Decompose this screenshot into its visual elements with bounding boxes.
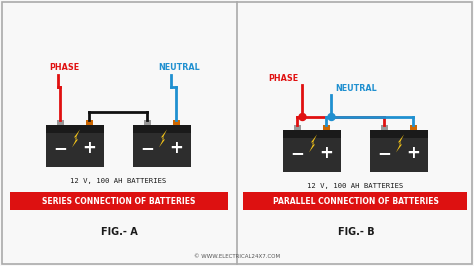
Bar [133,125,191,167]
Bar [86,120,93,125]
Bar [57,120,64,125]
Text: −: − [291,144,304,162]
Text: PHASE: PHASE [268,74,299,83]
Text: © WWW.ELECTRICAL24X7.COM: © WWW.ELECTRICAL24X7.COM [194,255,280,260]
Text: NEUTRAL: NEUTRAL [158,63,200,72]
Bar [370,130,428,172]
Text: +: + [82,139,96,157]
Bar [283,130,341,172]
Circle shape [328,114,335,120]
Text: NEUTRAL: NEUTRAL [336,84,377,93]
Bar [381,125,388,130]
Text: +: + [170,139,183,157]
Bar [370,130,428,138]
Bar [283,130,341,138]
Text: +: + [319,144,333,162]
Text: SERIES CONNECTION OF BATTERIES: SERIES CONNECTION OF BATTERIES [42,197,196,206]
Text: FIG.- B: FIG.- B [337,227,374,237]
Text: PHASE: PHASE [49,63,79,72]
Text: 12 V, 100 AH BATTERIES: 12 V, 100 AH BATTERIES [70,178,166,184]
Bar [173,120,180,125]
Polygon shape [396,134,404,152]
Bar [323,125,330,130]
Bar [410,125,417,130]
Text: −: − [141,139,155,157]
Bar [46,125,104,133]
Text: PARALLEL CONNECTION OF BATTERIES: PARALLEL CONNECTION OF BATTERIES [273,197,439,206]
Polygon shape [159,130,167,147]
Text: −: − [54,139,67,157]
Bar [144,120,151,125]
Circle shape [299,114,306,120]
Bar [294,125,301,130]
Bar [243,192,467,210]
Polygon shape [309,134,317,152]
Text: 12 V, 100 AH BATTERIES: 12 V, 100 AH BATTERIES [307,183,403,189]
Bar [133,125,191,133]
Text: −: − [378,144,392,162]
Bar [10,192,228,210]
Text: FIG.- A: FIG.- A [100,227,137,237]
Bar [46,125,104,167]
Text: +: + [407,144,420,162]
Polygon shape [72,130,80,147]
